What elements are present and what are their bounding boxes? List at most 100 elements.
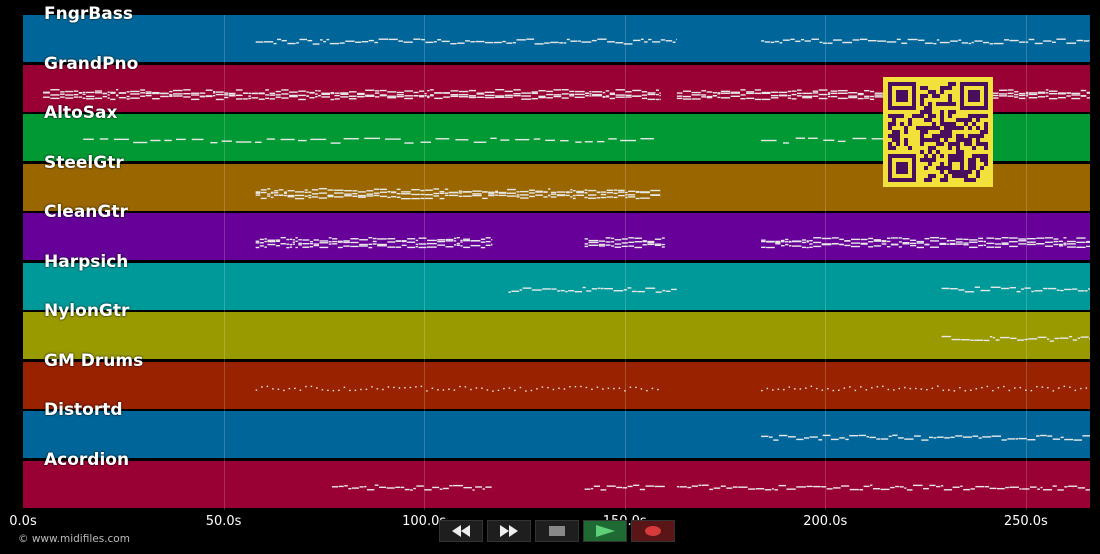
note	[608, 138, 617, 140]
note	[484, 94, 495, 96]
note	[1077, 337, 1081, 339]
note	[416, 484, 424, 487]
note	[299, 389, 302, 391]
note	[1072, 339, 1078, 341]
note	[427, 96, 430, 98]
note	[584, 245, 589, 248]
note	[597, 287, 600, 289]
note	[519, 288, 523, 291]
note	[849, 488, 859, 490]
track-cleangtr[interactable]: CleanGtr	[23, 202, 1090, 260]
note	[868, 237, 874, 240]
note	[801, 246, 806, 249]
note	[1007, 92, 1014, 94]
note	[1018, 97, 1026, 99]
rewind-icon	[452, 525, 470, 537]
note	[516, 195, 520, 198]
note	[611, 237, 615, 240]
track-acordion[interactable]: Acordion	[23, 450, 1090, 508]
note	[255, 242, 260, 244]
note	[542, 287, 551, 290]
note	[864, 89, 870, 91]
note	[615, 93, 625, 96]
note	[740, 97, 746, 99]
note	[485, 240, 491, 243]
note	[1026, 237, 1036, 240]
note	[978, 244, 984, 247]
note	[980, 289, 991, 291]
note	[315, 92, 318, 95]
note	[788, 385, 791, 388]
note	[775, 243, 781, 245]
note	[1001, 237, 1009, 239]
note	[606, 484, 616, 487]
note	[298, 89, 306, 92]
note	[191, 93, 200, 96]
note	[849, 434, 859, 437]
track-label: Distortd	[44, 400, 123, 420]
fast-forward-button[interactable]	[487, 520, 531, 542]
note	[1028, 91, 1038, 94]
note	[909, 244, 917, 247]
note	[676, 97, 683, 99]
note	[560, 139, 569, 142]
note	[816, 387, 818, 389]
note	[411, 193, 420, 195]
track-distortd[interactable]: Distortd	[23, 400, 1090, 458]
record-button[interactable]	[631, 520, 675, 542]
note	[771, 487, 774, 490]
note	[348, 97, 357, 99]
note	[1051, 41, 1056, 43]
note	[404, 142, 414, 144]
note	[870, 484, 873, 486]
note	[659, 98, 661, 100]
note	[130, 96, 140, 99]
note	[275, 93, 281, 96]
note	[413, 38, 421, 40]
note	[304, 191, 308, 193]
track-harpsich[interactable]: Harpsich	[23, 252, 1090, 310]
note	[642, 244, 647, 246]
note	[1009, 286, 1016, 288]
note	[645, 484, 655, 487]
note	[1043, 488, 1053, 490]
note	[546, 90, 553, 92]
note	[589, 90, 592, 92]
note	[995, 339, 1000, 341]
note	[327, 389, 329, 391]
note	[281, 92, 289, 95]
note	[450, 95, 459, 97]
note	[398, 386, 401, 389]
note	[818, 93, 828, 95]
note	[343, 240, 350, 242]
note	[407, 241, 416, 243]
note	[652, 41, 661, 43]
track-fngrbass[interactable]: FngrBass	[23, 4, 1090, 62]
note	[482, 487, 485, 490]
note	[837, 89, 848, 91]
note	[983, 240, 986, 243]
note	[918, 39, 925, 41]
note	[902, 238, 910, 240]
rewind-button[interactable]	[439, 520, 483, 542]
note	[235, 141, 252, 143]
note	[584, 196, 588, 198]
note	[286, 238, 290, 241]
note	[775, 240, 781, 243]
note	[609, 92, 615, 94]
note	[1004, 39, 1010, 41]
note	[453, 484, 463, 486]
note	[520, 193, 529, 196]
note	[1053, 243, 1059, 246]
note	[334, 94, 340, 96]
track-gm-drums[interactable]: GM Drums	[23, 351, 1090, 409]
note	[274, 193, 279, 196]
play-button[interactable]	[583, 520, 627, 542]
stop-button[interactable]	[535, 520, 579, 542]
note	[1009, 240, 1018, 243]
track-nylongtr[interactable]: NylonGtr	[23, 301, 1090, 359]
note	[521, 97, 532, 100]
note	[275, 240, 281, 243]
note	[152, 91, 160, 93]
note	[94, 97, 103, 99]
